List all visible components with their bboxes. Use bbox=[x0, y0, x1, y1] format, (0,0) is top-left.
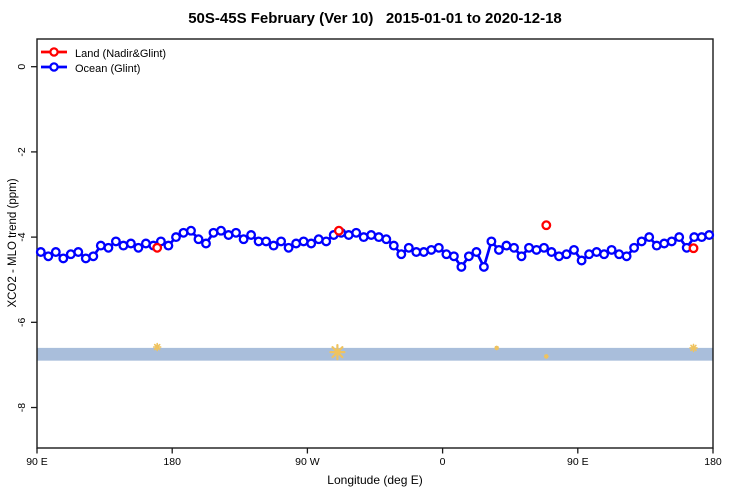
ocean-data-point bbox=[201, 238, 211, 249]
ocean-data-point bbox=[50, 247, 61, 257]
ocean-data-point bbox=[576, 255, 587, 266]
ocean-data-point bbox=[125, 238, 136, 249]
ocean-data-point bbox=[186, 225, 196, 236]
circle-marker-icon bbox=[49, 46, 59, 57]
ocean-data-point bbox=[193, 234, 204, 245]
ocean-data-point bbox=[509, 242, 519, 253]
ocean-data-point bbox=[636, 236, 647, 247]
ocean-data-point bbox=[88, 251, 99, 262]
x-tick-label: 180 bbox=[704, 456, 722, 468]
ocean-data-point bbox=[463, 251, 474, 262]
ocean-data-point bbox=[276, 236, 287, 247]
ocean-data-point bbox=[43, 251, 54, 262]
ocean-data-point bbox=[403, 242, 414, 253]
ocean-data-point bbox=[456, 261, 467, 272]
land-legend-swatch bbox=[41, 46, 67, 57]
ocean-data-point bbox=[246, 230, 257, 240]
band-asterisk-marker bbox=[329, 344, 346, 361]
y-tick-label: -2 bbox=[16, 147, 28, 156]
ocean-data-point bbox=[58, 253, 69, 264]
land-data-point bbox=[152, 242, 163, 253]
band-asterisk-marker bbox=[152, 342, 162, 352]
legend-label-ocean: Ocean (Glint) bbox=[75, 62, 141, 75]
ocean-data-point bbox=[351, 227, 362, 238]
ocean-data-point bbox=[448, 251, 459, 262]
x-tick-label: 90 W bbox=[295, 456, 320, 468]
ocean-data-point bbox=[493, 244, 504, 255]
x-tick-label: 90 E bbox=[567, 456, 589, 468]
ocean-data-point bbox=[621, 251, 632, 262]
x-tick-label: 0 bbox=[440, 456, 446, 468]
ocean-data-point bbox=[433, 242, 444, 253]
ocean-data-point bbox=[268, 240, 279, 251]
legend-item-land: Land (Nadir&Glint) bbox=[40, 46, 166, 61]
ocean-data-point bbox=[381, 234, 392, 245]
legend: Land (Nadir&Glint) Ocean (Glint) bbox=[40, 46, 166, 76]
y-tick-label: -4 bbox=[16, 232, 28, 241]
ocean-data-point bbox=[231, 227, 241, 238]
x-axis-title: Longitude (deg E) bbox=[327, 473, 423, 487]
ocean-data-point bbox=[561, 249, 572, 260]
land-data-point bbox=[333, 225, 344, 236]
ocean-data-point bbox=[133, 242, 144, 253]
ocean-data-point bbox=[298, 236, 309, 247]
ocean-data-point bbox=[546, 247, 557, 257]
band-asterisk-marker bbox=[689, 343, 698, 353]
circle-marker-icon bbox=[49, 61, 59, 72]
ocean-data-point bbox=[539, 242, 549, 253]
legend-item-ocean: Ocean (Glint) bbox=[40, 61, 166, 76]
ocean-data-point bbox=[261, 236, 272, 247]
y-tick-label: -8 bbox=[16, 403, 28, 412]
ocean-data-point bbox=[629, 242, 640, 253]
ocean-data-point bbox=[95, 240, 106, 251]
ocean-data-point bbox=[238, 234, 249, 245]
ocean-data-point bbox=[283, 242, 294, 253]
band-asterisk-marker bbox=[543, 353, 549, 359]
legend-label-land: Land (Nadir&Glint) bbox=[75, 47, 167, 60]
ocean-data-point bbox=[306, 238, 317, 249]
ocean-data-point bbox=[366, 230, 377, 240]
ocean-data-point bbox=[478, 261, 489, 272]
ocean-data-point bbox=[321, 236, 332, 247]
land-data-point bbox=[688, 243, 699, 254]
ocean-data-point bbox=[516, 251, 527, 262]
land-data-point bbox=[541, 220, 552, 231]
ocean-data-point bbox=[599, 249, 610, 260]
ocean-data-point bbox=[674, 232, 685, 243]
y-tick-label: -6 bbox=[16, 317, 28, 326]
ocean-data-point bbox=[606, 244, 617, 255]
chart-title: 50S-45S February (Ver 10) 2015-01-01 to … bbox=[188, 10, 562, 27]
y-tick-label: 0 bbox=[16, 64, 28, 70]
ocean-data-point bbox=[486, 236, 497, 247]
band-asterisk-marker bbox=[494, 345, 500, 351]
plot-border bbox=[36, 38, 714, 449]
ocean-data-point bbox=[569, 244, 579, 255]
ocean-data-point bbox=[216, 225, 226, 236]
ocean-data-point bbox=[103, 242, 114, 253]
ocean-data-point bbox=[35, 247, 46, 257]
x-tick-label: 180 bbox=[163, 456, 181, 468]
ocean-data-point bbox=[666, 236, 677, 247]
x-tick-label: 90 E bbox=[26, 456, 48, 468]
ocean-data-point bbox=[501, 240, 512, 251]
ocean-data-point bbox=[73, 247, 84, 257]
ocean-data-point bbox=[471, 247, 482, 257]
ocean-marker-icon bbox=[40, 60, 68, 78]
ocean-legend-swatch bbox=[41, 61, 67, 72]
ocean-data-point bbox=[110, 236, 121, 247]
ocean-data-point bbox=[171, 232, 181, 243]
highlight-band bbox=[37, 347, 713, 361]
ocean-data-point bbox=[704, 230, 715, 240]
ocean-data-point bbox=[644, 232, 655, 243]
ocean-data-point bbox=[163, 240, 174, 251]
ocean-data-point bbox=[388, 240, 399, 251]
ocean-data-point bbox=[396, 249, 407, 260]
land-marker-icon bbox=[40, 45, 68, 63]
